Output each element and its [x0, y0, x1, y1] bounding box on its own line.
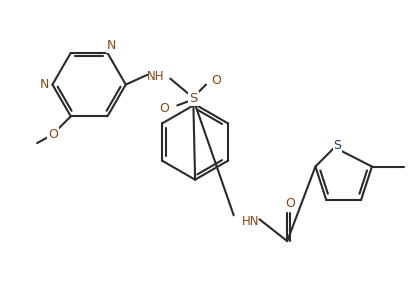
Text: S: S: [333, 139, 341, 152]
Text: O: O: [285, 197, 294, 210]
Text: N: N: [40, 78, 49, 91]
Text: NH: NH: [146, 70, 164, 83]
Text: N: N: [106, 39, 116, 53]
Text: S: S: [189, 92, 197, 105]
Text: HN: HN: [241, 215, 258, 228]
Text: O: O: [48, 128, 58, 141]
Text: O: O: [211, 74, 220, 87]
Text: O: O: [159, 102, 169, 115]
